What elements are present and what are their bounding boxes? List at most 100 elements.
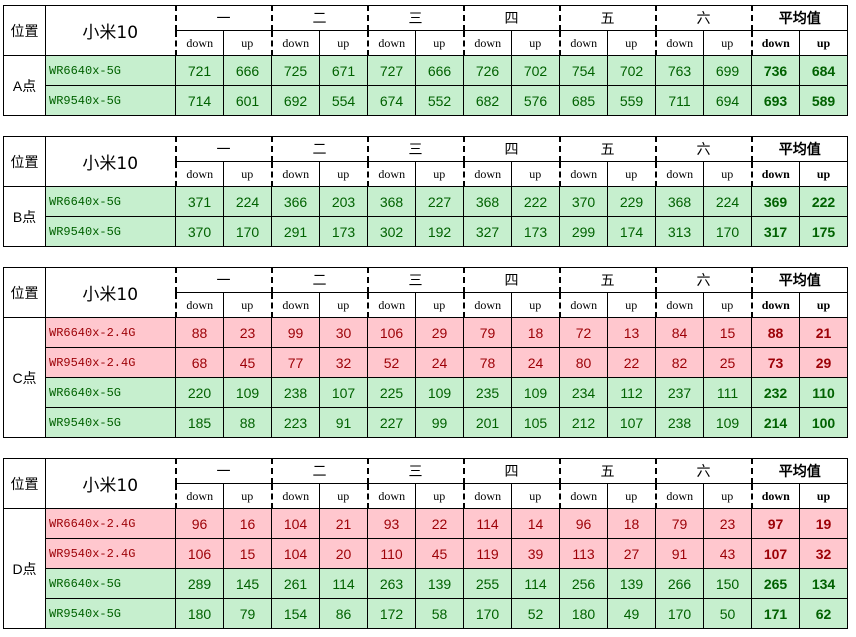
- speed-value: 150: [703, 568, 752, 599]
- router-name: WR6640x-5G: [45, 186, 176, 217]
- data-row: WR9540x-5G 370 170 291 173 302 192 327 173 299 174…: [4, 216, 848, 247]
- speed-value: 18: [607, 508, 656, 539]
- group-header-row: 位置 小米10 一二三四五六平均值: [3, 458, 848, 509]
- position-header: 位置: [3, 267, 46, 318]
- sub-header: up: [319, 292, 368, 318]
- group-header: 三: [366, 136, 464, 162]
- sub-header: down: [174, 161, 224, 187]
- speed-value: 170: [463, 598, 512, 629]
- group-header: 五: [558, 136, 656, 162]
- speed-value: 114: [463, 508, 512, 539]
- speed-value: 232: [751, 377, 800, 408]
- speed-value: 369: [751, 186, 800, 217]
- speed-value: 20: [319, 538, 368, 569]
- speed-value: 111: [703, 377, 752, 408]
- speed-value: 234: [559, 377, 608, 408]
- group-header: 五: [558, 5, 656, 31]
- sub-header: up: [319, 30, 368, 56]
- group-header: 三: [366, 458, 464, 484]
- sub-header: up: [799, 483, 848, 509]
- speed-value: 107: [607, 407, 656, 438]
- speed-value: 371: [175, 186, 224, 217]
- speed-table: 位置 小米10 一二三四五六平均值 down up down up down up down up d…: [3, 5, 848, 116]
- group-header: 六: [654, 458, 752, 484]
- speed-value: 666: [223, 55, 272, 86]
- speed-value: 370: [175, 216, 224, 247]
- speed-value: 62: [799, 598, 848, 629]
- speed-value: 99: [415, 407, 464, 438]
- sub-header: down: [462, 30, 512, 56]
- speed-value: 110: [367, 538, 416, 569]
- speed-value: 58: [415, 598, 464, 629]
- router-name: WR6640x-2.4G: [45, 508, 176, 539]
- sub-header: up: [799, 292, 848, 318]
- speed-value: 238: [271, 377, 320, 408]
- group-header: 平均值: [750, 267, 848, 293]
- speed-value: 327: [463, 216, 512, 247]
- speed-value: 175: [799, 216, 848, 247]
- speed-value: 52: [367, 347, 416, 378]
- data-row: WR9540x-5G 714 601 692 554 674 552 682 576 685 559…: [4, 85, 848, 116]
- speed-value: 32: [799, 538, 848, 569]
- group-header-row: 位置 小米10 一二三四五六平均值: [3, 5, 848, 56]
- sub-header: up: [703, 292, 752, 318]
- group-header: 三: [366, 5, 464, 31]
- sub-header: down: [270, 292, 320, 318]
- speed-value: 52: [511, 598, 560, 629]
- speed-value: 368: [463, 186, 512, 217]
- speed-value: 714: [175, 85, 224, 116]
- speed-value: 21: [319, 508, 368, 539]
- speed-value: 114: [511, 568, 560, 599]
- group-header: 四: [462, 458, 560, 484]
- speed-value: 79: [463, 317, 512, 348]
- speed-value: 214: [751, 407, 800, 438]
- speed-value: 170: [655, 598, 704, 629]
- router-name: WR9540x-5G: [45, 216, 176, 247]
- speed-value: 104: [271, 508, 320, 539]
- device-header: 小米10: [45, 267, 176, 318]
- speed-value: 112: [607, 377, 656, 408]
- sub-header: up: [319, 483, 368, 509]
- speed-value: 289: [175, 568, 224, 599]
- speed-value: 23: [223, 317, 272, 348]
- group-header: 一: [174, 5, 272, 31]
- speed-value: 192: [415, 216, 464, 247]
- speed-value: 49: [607, 598, 656, 629]
- group-header: 五: [558, 458, 656, 484]
- router-name: WR9540x-2.4G: [45, 538, 176, 569]
- speed-value: 220: [175, 377, 224, 408]
- speed-value: 29: [799, 347, 848, 378]
- sub-header-row: down up down up down up down up down up down up down…: [4, 483, 848, 509]
- speed-value: 238: [655, 407, 704, 438]
- device-header: 小米10: [45, 136, 176, 187]
- speed-value: 29: [415, 317, 464, 348]
- group-header: 一: [174, 458, 272, 484]
- sub-header: up: [607, 30, 656, 56]
- speed-value: 674: [367, 85, 416, 116]
- sub-header: down: [654, 292, 704, 318]
- speed-value: 154: [271, 598, 320, 629]
- speed-value: 317: [751, 216, 800, 247]
- router-name: WR9540x-5G: [45, 407, 176, 438]
- speed-value: 139: [607, 568, 656, 599]
- sub-header: down: [270, 483, 320, 509]
- speed-value: 256: [559, 568, 608, 599]
- sub-header: up: [511, 292, 560, 318]
- speed-value: 14: [511, 508, 560, 539]
- speed-value: 99: [271, 317, 320, 348]
- sub-header-row: down up down up down up down up down up down up down…: [4, 292, 848, 318]
- speed-value: 73: [751, 347, 800, 378]
- speed-value: 23: [703, 508, 752, 539]
- speed-value: 173: [319, 216, 368, 247]
- data-row: WR9540x-5G 180 79 154 86 172 58 170 52 180 49 170 50…: [4, 598, 848, 629]
- speed-value: 106: [175, 538, 224, 569]
- speed-value: 171: [751, 598, 800, 629]
- router-name: WR9540x-2.4G: [45, 347, 176, 378]
- speed-value: 134: [799, 568, 848, 599]
- group-header: 四: [462, 136, 560, 162]
- speed-value: 694: [703, 85, 752, 116]
- speed-value: 15: [223, 538, 272, 569]
- speed-value: 370: [559, 186, 608, 217]
